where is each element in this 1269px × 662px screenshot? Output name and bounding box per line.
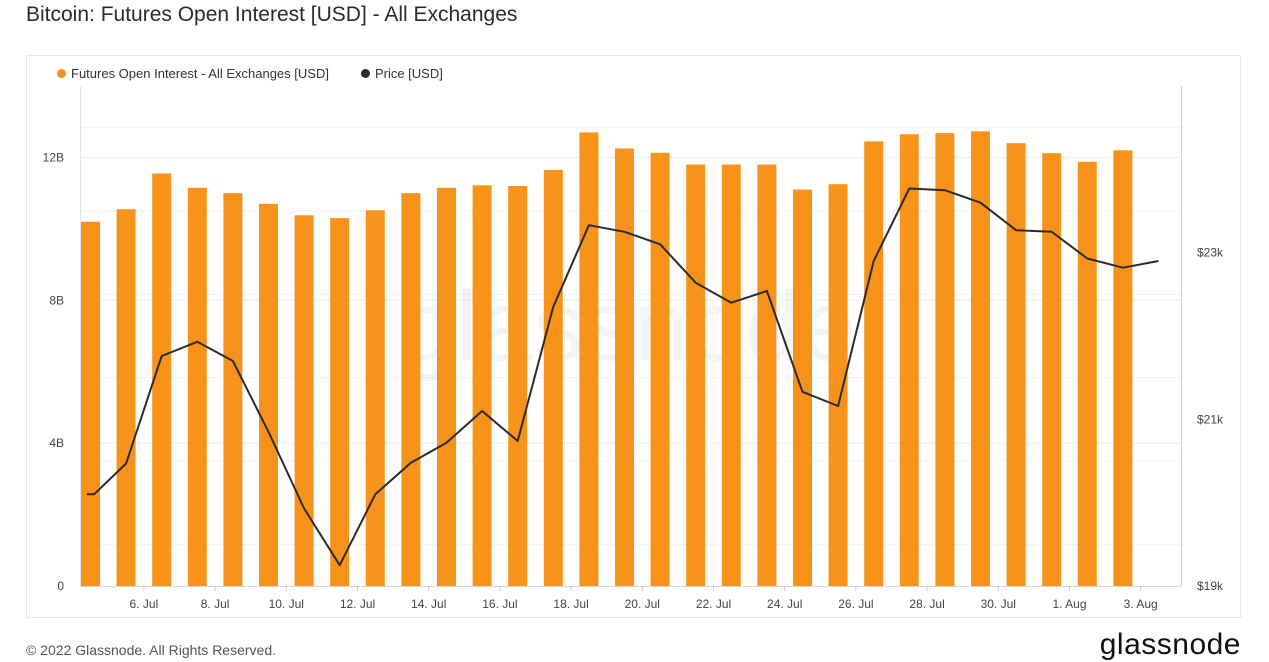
legend-dot-price	[360, 69, 370, 78]
x-tick-label-11: 28. Jul	[909, 597, 944, 611]
bar-0	[81, 221, 100, 586]
bar-6	[294, 215, 314, 587]
bar-22	[864, 141, 884, 586]
x-tick-label-3: 12. Jul	[340, 597, 375, 611]
x-tick-label-1: 8. Jul	[201, 597, 230, 611]
x-tick-label-9: 24. Jul	[767, 597, 802, 611]
bar-23	[899, 134, 919, 586]
bar-18	[721, 164, 741, 587]
legend-item-open-interest[interactable]: Futures Open Interest - All Exchanges [U…	[57, 66, 329, 81]
x-tick-label-14: 3. Aug	[1124, 597, 1158, 611]
y-right-tick-label-2: $23k	[1197, 246, 1224, 260]
bar-19	[757, 164, 777, 587]
bar-26	[1006, 143, 1026, 586]
x-tick-label-7: 20. Jul	[625, 597, 660, 611]
bar-24	[935, 133, 955, 586]
bar-29	[1113, 150, 1133, 587]
legend-dot-open-interest	[57, 69, 66, 78]
y-left-tick-label-2: 8B	[49, 293, 64, 307]
y-left-tick-label-0: 0	[57, 579, 64, 593]
bar-5	[259, 203, 278, 586]
bar-27	[1042, 153, 1062, 586]
x-tick-label-8: 22. Jul	[696, 597, 731, 611]
y-left-tick-label-1: 4B	[49, 436, 64, 450]
bar-9	[401, 193, 421, 586]
bar-16	[650, 152, 670, 587]
bar-2	[152, 173, 172, 586]
bar-13	[543, 169, 563, 586]
x-tick-label-12: 30. Jul	[981, 597, 1016, 611]
bar-12	[508, 186, 528, 586]
bar-11	[472, 185, 492, 587]
bar-series	[81, 131, 1133, 587]
bar-28	[1077, 161, 1097, 586]
y-right-tick-label-1: $21k	[1197, 412, 1224, 426]
page-title: Bitcoin: Futures Open Interest [USD] - A…	[26, 3, 518, 26]
price-series	[86, 187, 1159, 567]
y-right-tick-label-0: $19k	[1197, 579, 1224, 593]
bar-21	[828, 184, 848, 586]
x-tick-label-2: 10. Jul	[269, 597, 304, 611]
legend: Futures Open Interest - All Exchanges [U…	[57, 66, 475, 81]
bar-4	[223, 193, 243, 586]
bar-8	[365, 210, 385, 587]
brand-logo: glassnode	[1099, 628, 1241, 661]
bar-1	[116, 209, 136, 586]
x-tick-label-6: 18. Jul	[553, 597, 588, 611]
axes: 0 4B 8B 12B $19k $21k $23k 6. Jul 8. Jul 10. Jul 1…	[43, 86, 1224, 611]
price-line	[86, 187, 1159, 567]
bar-20	[793, 189, 812, 587]
x-tick-label-13: 1. Aug	[1052, 597, 1086, 611]
bar-7	[330, 218, 350, 586]
copyright-text: © 2022 Glassnode. All Rights Reserved.	[26, 642, 277, 658]
bar-10	[437, 187, 456, 587]
legend-label-price: Price [USD]	[374, 66, 443, 81]
bar-3	[187, 187, 207, 587]
legend-item-price[interactable]: Price [USD]	[360, 66, 443, 81]
legend-label-open-interest: Futures Open Interest - All Exchanges [U…	[71, 66, 329, 81]
bar-25	[971, 131, 990, 586]
chart-panel	[26, 55, 1241, 618]
x-tick-label-10: 26. Jul	[838, 597, 873, 611]
bar-15	[615, 148, 634, 586]
x-tick-label-0: 6. Jul	[130, 597, 159, 611]
x-tick-label-4: 14. Jul	[411, 597, 446, 611]
bar-14	[579, 132, 599, 586]
x-tick-label-5: 16. Jul	[482, 597, 517, 611]
bar-17	[686, 164, 706, 587]
y-left-tick-label-3: 12B	[43, 150, 64, 164]
